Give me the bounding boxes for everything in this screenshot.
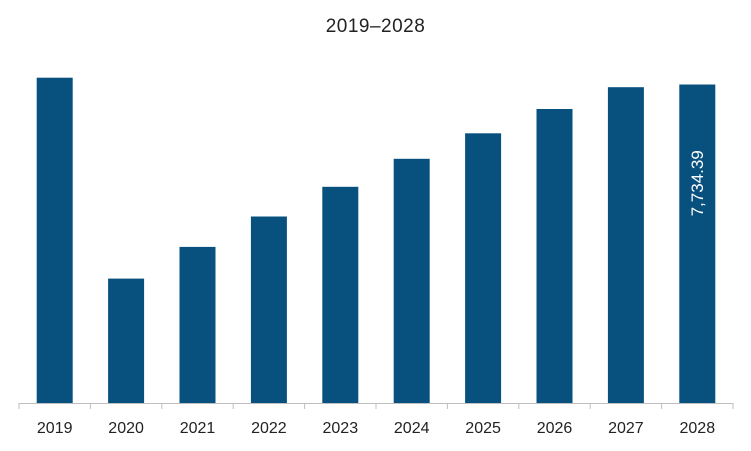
bar-2019 (36, 77, 73, 403)
data-label-2028: 7,734.39 (688, 150, 707, 216)
bar-2028 (679, 84, 716, 403)
x-tick-label-2021: 2021 (180, 420, 216, 437)
bar-2023 (322, 186, 359, 403)
x-tick-label-2027: 2027 (608, 420, 644, 437)
bar-2025 (465, 133, 502, 404)
x-tick-label-2024: 2024 (394, 420, 430, 437)
x-tick-label-2019: 2019 (37, 420, 73, 437)
x-tick-label-2028: 2028 (680, 420, 716, 437)
bar-2027 (607, 87, 644, 403)
x-tick-label-2023: 2023 (323, 420, 359, 437)
x-tick-label-2022: 2022 (251, 420, 287, 437)
x-tick-label-2020: 2020 (108, 420, 144, 437)
bar-2026 (536, 109, 573, 403)
bar-2022 (250, 216, 287, 403)
bar-2020 (108, 278, 145, 403)
bar-2024 (393, 158, 430, 403)
bar-2021 (179, 246, 216, 403)
x-tick-label-2026: 2026 (537, 420, 573, 437)
x-tick-label-2025: 2025 (465, 420, 501, 437)
chart-title: 2019–2028 (325, 16, 426, 37)
